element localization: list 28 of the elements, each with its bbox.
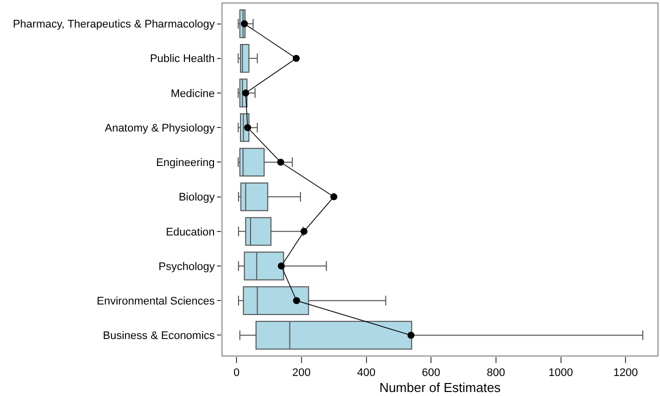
x-tick-label: 1000	[548, 367, 573, 380]
y-tick-label: Business & Economics	[102, 330, 216, 342]
y-tick-label: Anatomy & Physiology	[104, 122, 216, 134]
point	[242, 89, 250, 96]
point	[244, 124, 252, 132]
y-tick-label: Medicine	[170, 88, 215, 100]
point	[277, 158, 284, 166]
x-tick-label: 0	[234, 367, 240, 380]
x-tick-label: 1200	[613, 367, 638, 380]
x-tick-label: 400	[357, 367, 376, 380]
y-tick-label: Education	[166, 226, 215, 238]
point	[240, 20, 248, 28]
x-tick-label: 800	[486, 367, 506, 380]
point	[300, 228, 308, 235]
y-tick-label: Engineering	[156, 157, 215, 170]
y-tick-label: Psychology	[158, 260, 216, 273]
point	[292, 54, 300, 62]
y-tick-label: Public Health	[150, 53, 215, 66]
x-tick-label: 600	[422, 367, 440, 380]
x-axis-title: Number of Estimates	[379, 380, 502, 395]
x-tick-label: 200	[292, 367, 311, 380]
y-tick-label: Pharmacy, Therapeutics & Pharmacology	[12, 18, 216, 31]
point	[407, 332, 414, 339]
point	[293, 297, 300, 304]
y-tick-label: Biology	[178, 192, 216, 204]
point	[330, 193, 338, 200]
y-tick-label: Environmental Sciences	[96, 295, 216, 308]
point	[278, 262, 285, 270]
